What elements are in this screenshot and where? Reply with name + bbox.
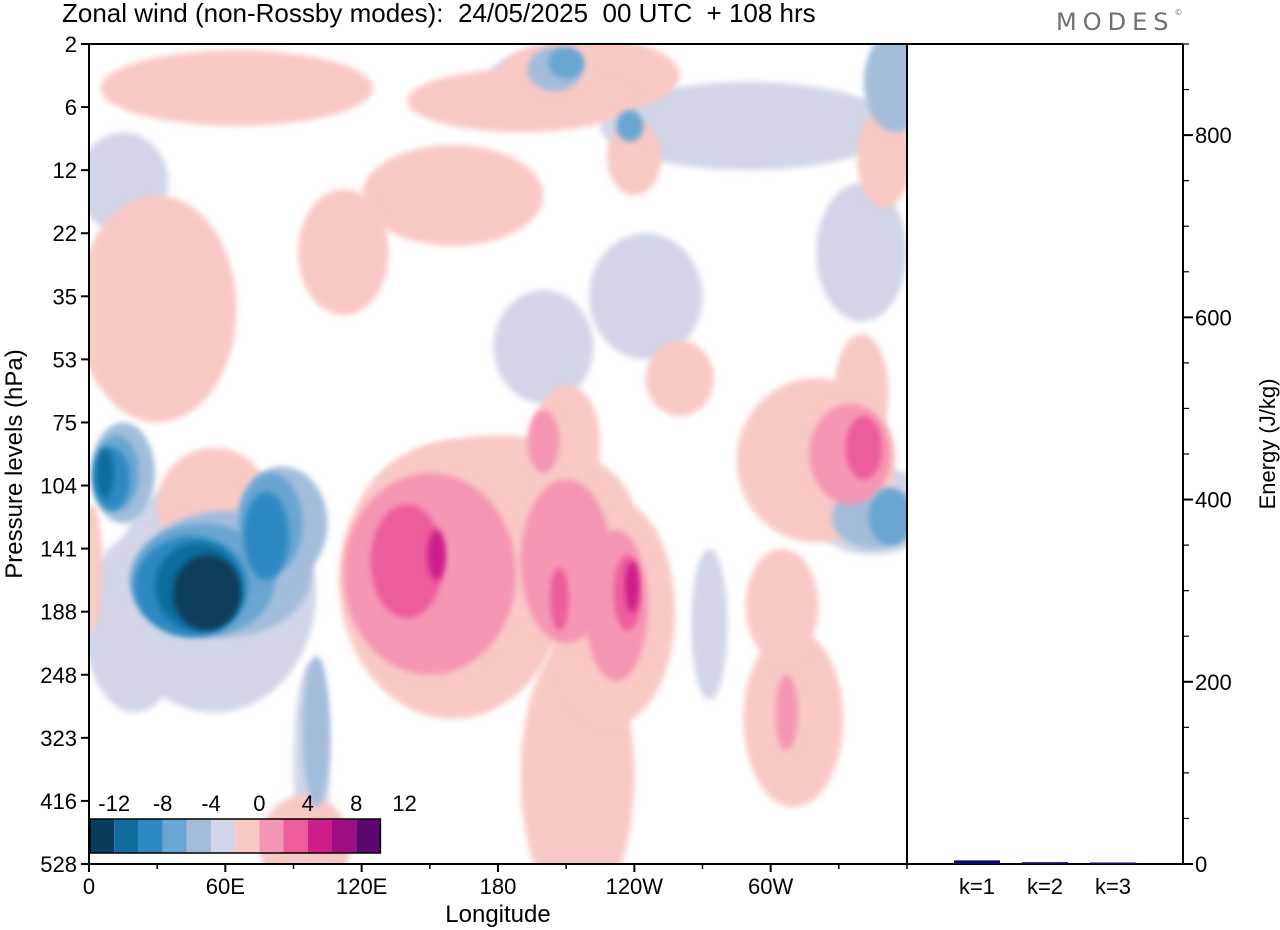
contour-patch <box>95 447 114 499</box>
contour-patch <box>89 195 237 423</box>
colorbar-swatch <box>235 819 260 853</box>
colorbar-label: -4 <box>201 791 221 816</box>
contour-patch <box>625 561 639 612</box>
energy-tick-label: 800 <box>1195 123 1232 148</box>
colorbar-label: 12 <box>392 791 416 816</box>
x-tick-label: 60W <box>748 874 793 899</box>
energy-axis-label: Energy (J/kg) <box>1255 379 1280 510</box>
energy-tick-label: 600 <box>1195 305 1232 330</box>
contour-patch <box>427 529 446 581</box>
contour-patch <box>588 233 703 360</box>
colorbar-swatch <box>138 819 163 853</box>
contour-patch <box>89 504 103 631</box>
colorbar-swatch <box>211 819 236 853</box>
bar-category-label: k=3 <box>1095 874 1131 899</box>
contour-patch <box>173 554 242 631</box>
y-axis-label: Pressure levels (hPa) <box>1 349 28 578</box>
colorbar-swatch <box>332 819 357 853</box>
contour-patch <box>645 340 714 417</box>
contour-patch <box>600 81 896 171</box>
colorbar-swatch <box>162 819 187 853</box>
y-tick-label: 35 <box>53 284 77 309</box>
colorbar-label: 8 <box>350 791 362 816</box>
logo-text: MODES <box>1056 8 1175 36</box>
bar-category-label: k=2 <box>1027 874 1063 899</box>
y-tick-label: 323 <box>40 726 77 751</box>
colorbar-frame <box>89 818 382 854</box>
colorbar: -12 -8 -4 0 4 8 12 <box>89 791 417 854</box>
contour-patch <box>745 548 819 663</box>
contour-patch <box>370 504 444 618</box>
y-tick-label: 141 <box>40 537 77 562</box>
colorbar-label: 0 <box>253 791 265 816</box>
energy-bar <box>954 860 1000 864</box>
colorbar-swatch <box>259 819 284 853</box>
contour-patch <box>607 119 662 196</box>
colorbar-label: -8 <box>153 791 173 816</box>
colorbar-swatch <box>90 819 115 853</box>
y-tick-label: 53 <box>53 347 77 372</box>
energy-tick-label: 0 <box>1195 852 1207 877</box>
energy-bar <box>1090 862 1136 864</box>
x-tick-label: 120W <box>606 874 664 899</box>
y-tick-label: 75 <box>53 410 77 435</box>
y-tick-label: 188 <box>40 600 77 625</box>
y-tick-label: 104 <box>40 474 77 499</box>
x-axis-label: Longitude <box>445 901 550 928</box>
chart-title: Zonal wind (non-Rossby modes): 24/05/202… <box>62 0 816 28</box>
energy-tick-label: 200 <box>1195 670 1232 695</box>
y-tick-label: 416 <box>40 789 77 814</box>
contour-patch <box>243 491 289 581</box>
contour-patch <box>298 189 389 316</box>
x-tick-label: 180 <box>480 874 517 899</box>
contour-patch <box>361 144 544 246</box>
contour-patch <box>407 69 635 133</box>
contour-patch <box>845 416 883 480</box>
axes: 2 6 12 22 35 53 75 104 141 188 248 323 416 528 Pressur… <box>1 32 1280 928</box>
y-tick-label: 2 <box>65 32 77 57</box>
contour-patch <box>100 50 374 126</box>
y-tick-label: 12 <box>53 158 77 183</box>
colorbar-label: 4 <box>302 791 314 816</box>
contour-patch <box>863 44 907 133</box>
energy-tick-label: 400 <box>1195 488 1232 513</box>
contour-patch <box>857 107 907 208</box>
contour-patch <box>527 409 560 473</box>
contour-patch <box>302 655 330 808</box>
contour-patch <box>493 290 594 404</box>
contour-patch <box>868 488 907 546</box>
energy-bars: k=1 k=2 k=3 <box>954 860 1136 899</box>
y-tick-label: 22 <box>53 221 77 246</box>
heatmap-area <box>89 44 907 864</box>
colorbar-label: -12 <box>98 791 130 816</box>
modes-logo: MODES© <box>1056 8 1183 36</box>
colorbar-swatch <box>307 819 332 853</box>
colorbar-swatch <box>186 819 211 853</box>
x-tick-label: 60E <box>206 874 245 899</box>
contour-patch <box>616 110 644 142</box>
contour-patch <box>775 674 798 751</box>
y-tick-label: 528 <box>40 852 77 877</box>
colorbar-swatch <box>356 819 381 853</box>
y-tick-label: 6 <box>65 95 77 120</box>
contour-patch <box>547 47 585 79</box>
y-tick-label: 248 <box>40 663 77 688</box>
contour-patch <box>816 182 907 322</box>
colorbar-swatch <box>283 819 308 853</box>
bar-category-label: k=1 <box>959 874 995 899</box>
contour-patch <box>691 548 728 700</box>
energy-bar <box>1022 862 1068 864</box>
x-tick-label: 120E <box>336 874 387 899</box>
colorbar-swatch <box>114 819 139 853</box>
contour-patch <box>550 567 569 631</box>
x-tick-label: 0 <box>83 874 95 899</box>
